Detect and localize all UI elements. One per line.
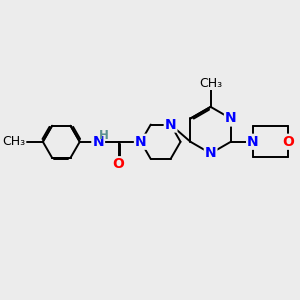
Text: N: N xyxy=(225,112,237,125)
Text: N: N xyxy=(205,146,216,161)
Text: N: N xyxy=(247,135,259,149)
Text: N: N xyxy=(135,135,147,149)
Text: CH₃: CH₃ xyxy=(3,135,26,148)
Text: N: N xyxy=(165,118,176,132)
Text: N: N xyxy=(92,135,104,149)
Text: O: O xyxy=(282,135,294,149)
Text: H: H xyxy=(98,129,108,142)
Text: O: O xyxy=(113,157,124,171)
Text: CH₃: CH₃ xyxy=(199,77,222,90)
